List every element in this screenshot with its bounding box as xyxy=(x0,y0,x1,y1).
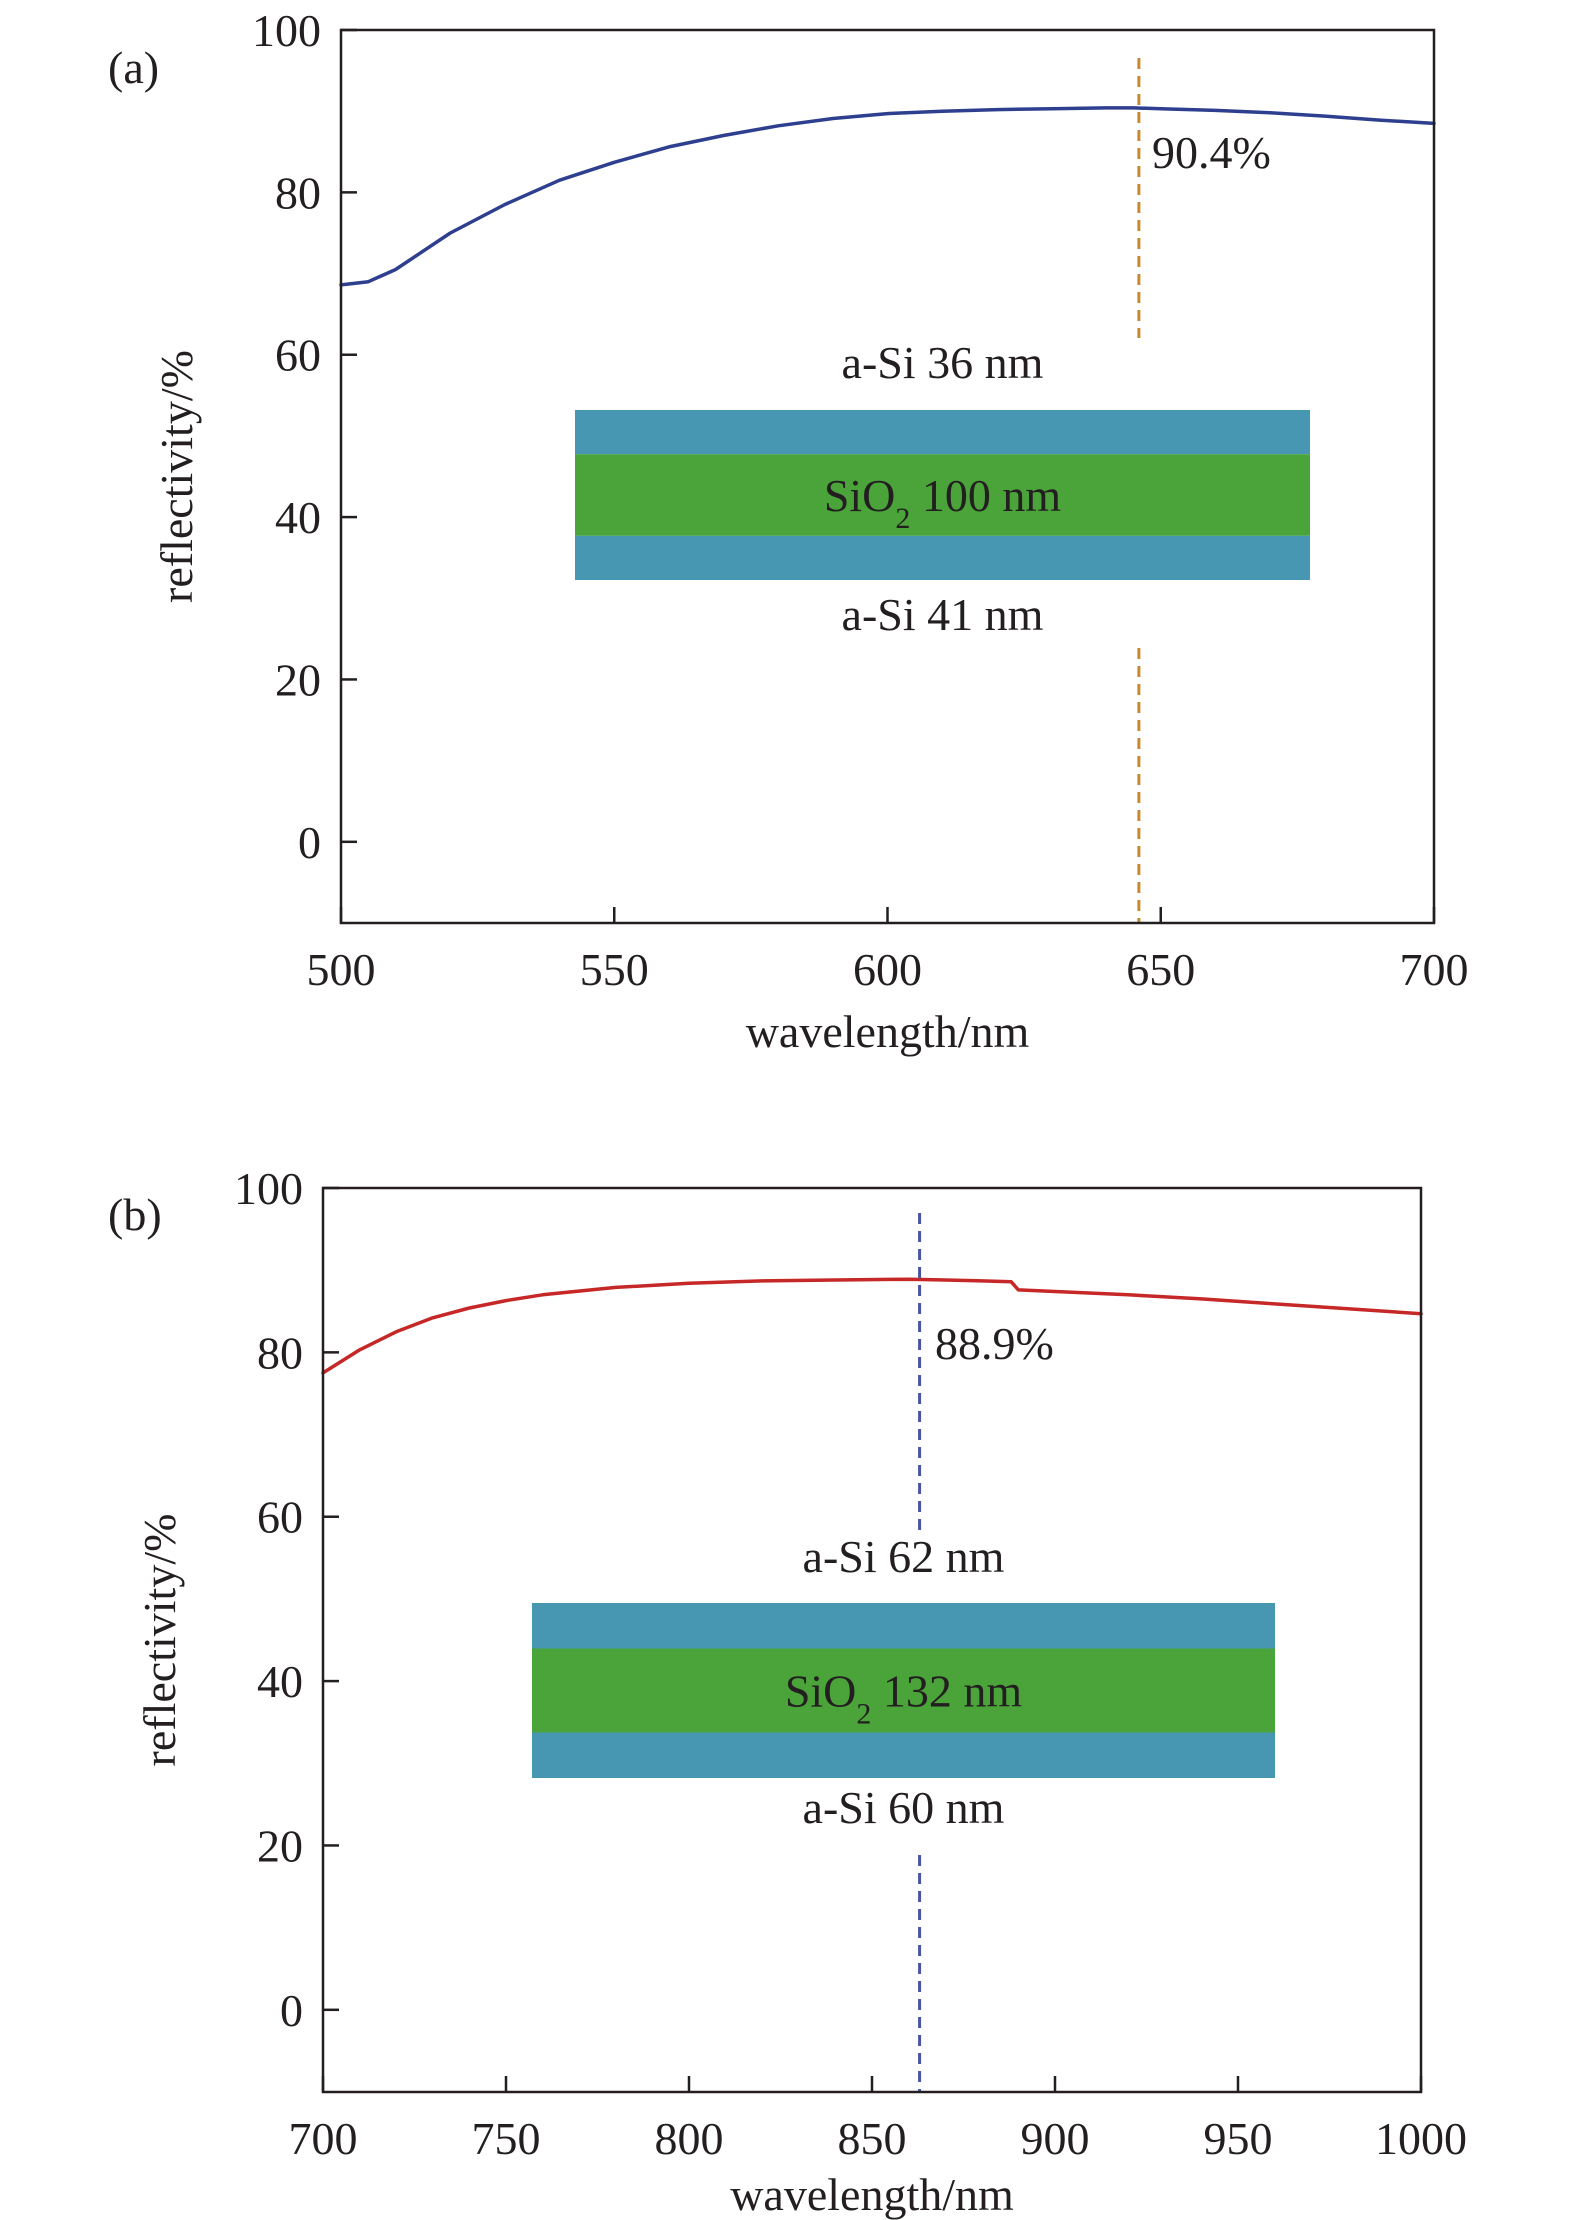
middle-layer-label: SiO2 100 nm xyxy=(824,470,1062,535)
series-line-0 xyxy=(321,1277,1423,1375)
y-tick-label-60: 60 xyxy=(257,1492,303,1543)
panel-a-reflectivity-chart: 500 550 600 650 700 0 20 40 60 80 100 wavelength/nm… xyxy=(108,5,1469,1057)
x-axis-title: wavelength/nm xyxy=(746,1006,1030,1057)
bottom-a-si-layer xyxy=(532,1732,1275,1778)
y-tick-label-0: 0 xyxy=(280,1985,303,2036)
x-tick-label-1000: 1000 xyxy=(1375,2113,1467,2164)
x-tick-label-600: 600 xyxy=(853,944,922,995)
x-tick-label-700: 700 xyxy=(1400,944,1469,995)
bottom-layer-label: a-Si 60 nm xyxy=(803,1782,1005,1833)
y-tick-label-60: 60 xyxy=(275,330,321,381)
top-a-si-layer xyxy=(575,410,1310,455)
y-tick-label-40: 40 xyxy=(275,492,321,543)
panel-label: (a) xyxy=(108,42,159,93)
series-line-0 xyxy=(339,106,1436,287)
y-axis-title: reflectivity/% xyxy=(134,1514,185,1767)
bottom-a-si-layer xyxy=(575,535,1310,580)
x-tick-label-700: 700 xyxy=(289,2113,358,2164)
y-tick-label-100: 100 xyxy=(234,1163,303,1214)
x-tick-label-750: 750 xyxy=(472,2113,541,2164)
panel-label: (b) xyxy=(108,1189,162,1240)
panel-b-reflectivity-chart: 700 750 800 850 900 950 1000 0 20 40 60 80 100 wavele… xyxy=(108,1163,1467,2220)
x-tick-label-650: 650 xyxy=(1126,944,1195,995)
bottom-layer-label: a-Si 41 nm xyxy=(842,589,1044,640)
y-axis-title: reflectivity/% xyxy=(151,350,202,603)
top-layer-label: a-Si 62 nm xyxy=(803,1531,1005,1582)
top-a-si-layer xyxy=(532,1603,1275,1649)
y-tick-label-80: 80 xyxy=(275,167,321,218)
y-tick-label-40: 40 xyxy=(257,1656,303,1707)
x-tick-label-950: 950 xyxy=(1204,2113,1273,2164)
top-layer-label: a-Si 36 nm xyxy=(842,337,1044,388)
y-tick-label-100: 100 xyxy=(252,5,321,56)
x-tick-label-850: 850 xyxy=(838,2113,907,2164)
y-tick-label-0: 0 xyxy=(298,817,321,868)
sio2-layer xyxy=(532,1648,1275,1733)
peak-annotation: 90.4% xyxy=(1152,127,1271,178)
x-axis-title: wavelength/nm xyxy=(730,2169,1014,2220)
peak-annotation: 88.9% xyxy=(935,1318,1054,1369)
y-tick-label-20: 20 xyxy=(257,1820,303,1871)
x-tick-label-900: 900 xyxy=(1021,2113,1090,2164)
sio2-layer xyxy=(575,454,1310,536)
x-tick-label-800: 800 xyxy=(655,2113,724,2164)
y-tick-label-80: 80 xyxy=(257,1327,303,1378)
y-tick-label-20: 20 xyxy=(275,654,321,705)
middle-layer-label: SiO2 132 nm xyxy=(785,1666,1023,1731)
x-tick-label-550: 550 xyxy=(580,944,649,995)
x-tick-label-500: 500 xyxy=(307,944,376,995)
